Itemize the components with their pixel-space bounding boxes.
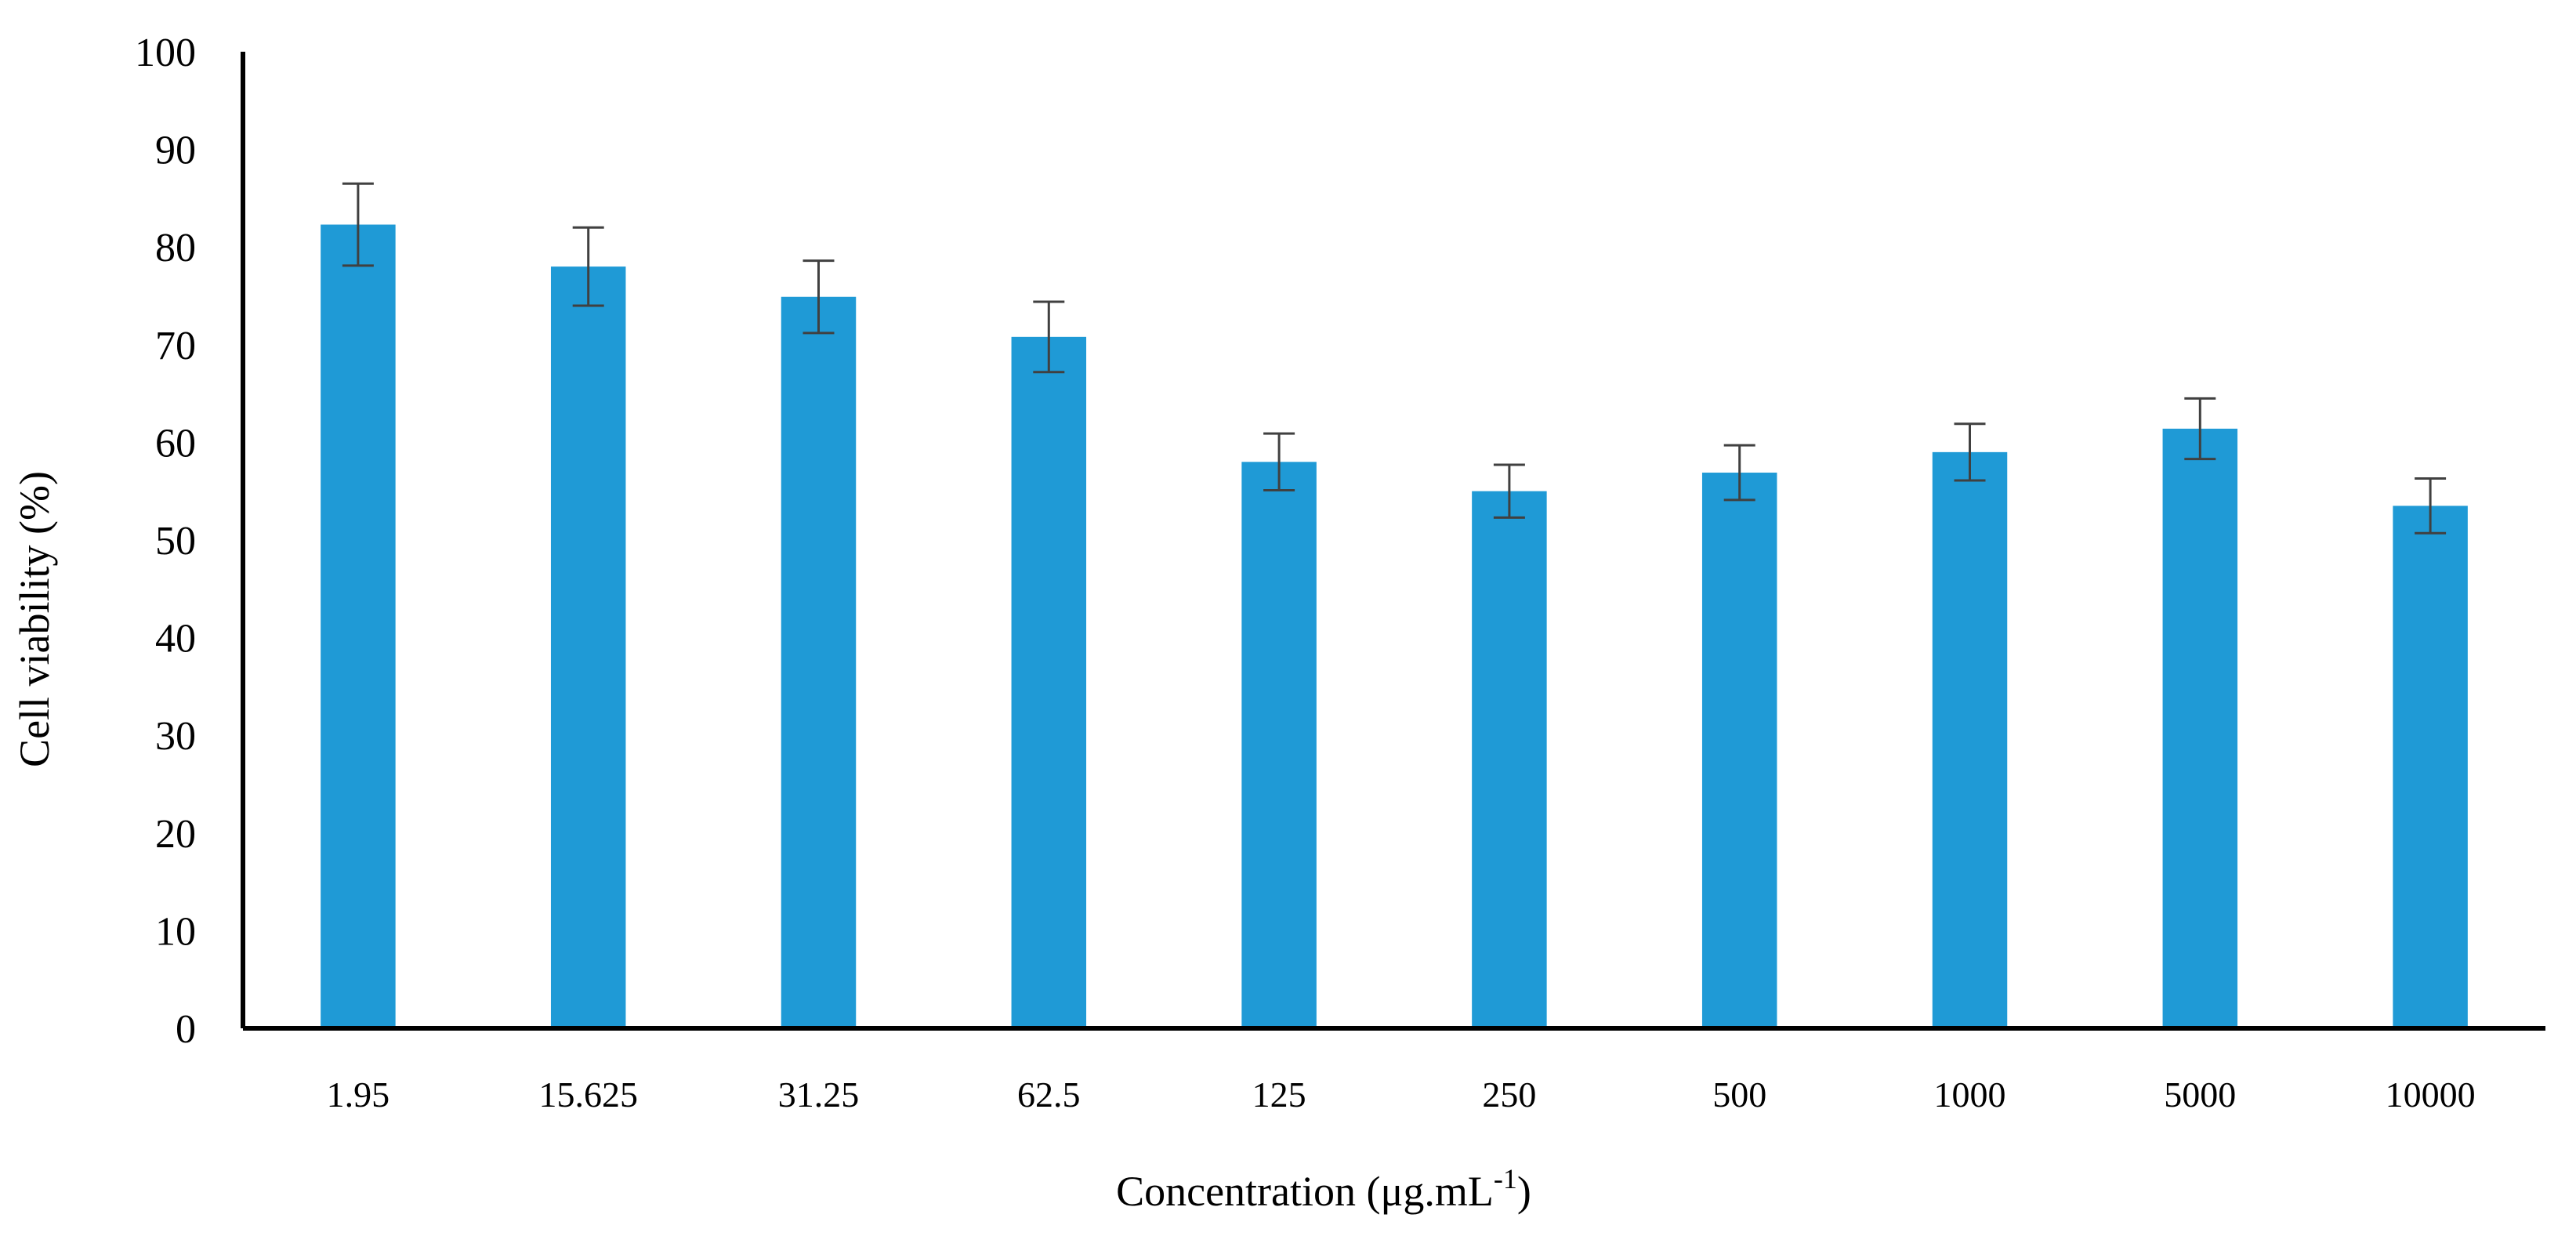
bar <box>321 224 396 1028</box>
error-bar <box>572 226 604 307</box>
error-bar <box>2415 477 2447 535</box>
y-tick-label: 0 <box>176 1007 196 1052</box>
y-tick-label: 10 <box>155 909 196 954</box>
x-axis-title-superscript: -1 <box>1494 1163 1517 1194</box>
y-tick-label: 20 <box>155 812 196 857</box>
bar <box>2162 428 2238 1028</box>
bars-layer <box>321 224 2468 1029</box>
error-bar <box>1493 463 1525 519</box>
x-tick-label: 125 <box>1252 1075 1306 1115</box>
x-tick-label: 1.95 <box>327 1075 390 1115</box>
x-tick-label: 31.25 <box>778 1075 860 1115</box>
x-tick-label: 1000 <box>1934 1075 2006 1115</box>
y-tick-label: 100 <box>135 31 196 75</box>
y-axis-title: Cell viability (%) <box>11 471 58 767</box>
x-tick-label: 250 <box>1482 1075 1536 1115</box>
y-tick-label: 80 <box>155 226 196 270</box>
y-tick-labels: 0 10 20 30 40 50 60 70 80 90 100 <box>135 31 196 1052</box>
bar <box>1011 336 1087 1028</box>
x-tick-label: 15.625 <box>538 1075 638 1115</box>
error-bar <box>1723 444 1755 502</box>
bar <box>781 296 857 1029</box>
x-tick-label: 5000 <box>2164 1075 2236 1115</box>
x-tick-label: 10000 <box>2386 1075 2476 1115</box>
bar <box>1241 462 1317 1028</box>
y-tick-label: 90 <box>155 129 196 173</box>
error-bar <box>2184 397 2216 461</box>
bar <box>1932 451 2008 1028</box>
error-bar <box>342 182 374 267</box>
y-tick-label: 40 <box>155 617 196 661</box>
error-bars-layer <box>342 182 2447 535</box>
bar <box>550 266 626 1028</box>
x-axis-title-main: Concentration (μg.mL <box>1116 1168 1494 1215</box>
y-tick-label: 30 <box>155 714 196 759</box>
y-tick-label: 50 <box>155 519 196 564</box>
error-bar <box>1263 432 1295 491</box>
x-tick-label: 500 <box>1712 1075 1766 1115</box>
bar <box>2393 506 2468 1028</box>
bar <box>1472 491 1547 1028</box>
x-axis-title-close: ) <box>1517 1168 1531 1215</box>
x-tick-label: 62.5 <box>1017 1075 1081 1115</box>
bar <box>1701 473 1777 1028</box>
y-tick-label: 70 <box>155 324 196 368</box>
x-tick-labels: 1.95 15.625 31.25 62.5 125 250 500 1000 5000 1000… <box>327 1075 2476 1115</box>
error-bar <box>1033 300 1065 374</box>
error-bar <box>803 259 835 335</box>
x-axis-title: Concentration (μg.mL-1) <box>1116 1163 1531 1215</box>
y-tick-label: 60 <box>155 421 196 466</box>
error-bar <box>1954 422 1986 482</box>
axes-layer <box>241 52 2545 1031</box>
